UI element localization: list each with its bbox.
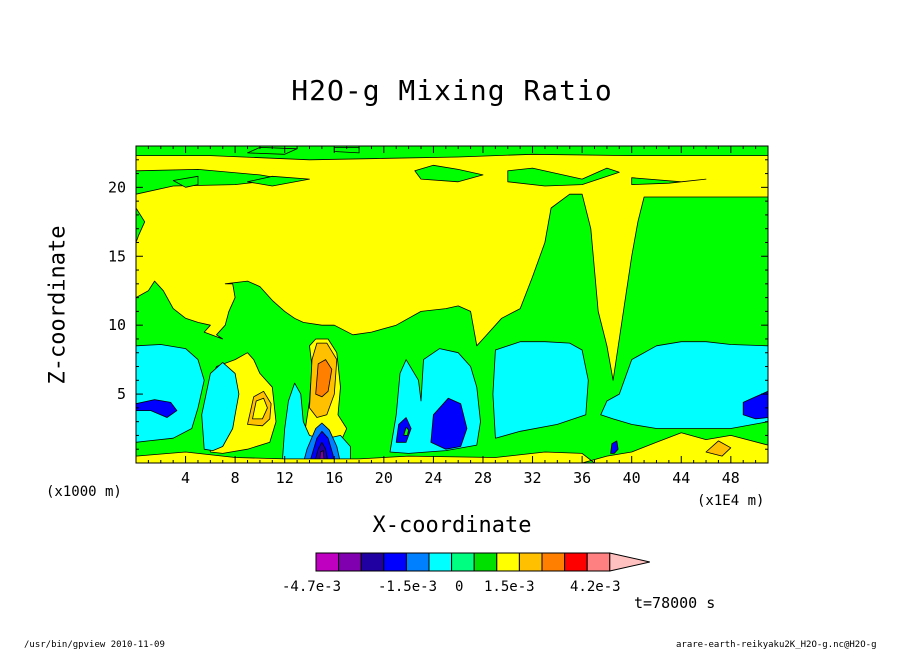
contour-region-29 bbox=[600, 341, 768, 429]
y-tick-label: 10 bbox=[108, 316, 126, 334]
colorbar-label: 0 bbox=[455, 579, 463, 595]
contour-region-31 bbox=[742, 390, 768, 420]
contour-region-26 bbox=[430, 397, 468, 450]
x-axis-label: X-coordinate bbox=[372, 513, 532, 538]
x-tick-label: 4 bbox=[181, 469, 190, 487]
y-axis-label: Z-coordinate bbox=[45, 225, 71, 385]
contour-region-7 bbox=[507, 167, 620, 187]
footer-source-file: arare-earth-reikyaku2K_H2O-g.nc@H2O-g bbox=[676, 640, 877, 650]
colorbar-segment bbox=[518, 552, 543, 572]
colorbar-segment bbox=[428, 552, 453, 572]
contour-regions bbox=[136, 146, 768, 463]
colorbar-extend-arrow bbox=[609, 552, 650, 572]
x-tick-label: 32 bbox=[524, 469, 542, 487]
contour-region-32 bbox=[610, 440, 619, 454]
footer-program-date: /usr/bin/gpview 2010-11-09 bbox=[24, 640, 165, 650]
colorbar-label: -4.7e-3 bbox=[282, 579, 341, 595]
contour-region-28 bbox=[492, 341, 589, 439]
x-tick-label: 40 bbox=[623, 469, 641, 487]
contour-region-8 bbox=[631, 177, 707, 186]
x-tick-label: 44 bbox=[672, 469, 690, 487]
colorbar-segment bbox=[473, 552, 498, 572]
x-tick-label: 36 bbox=[573, 469, 591, 487]
x-tick-label: 16 bbox=[325, 469, 343, 487]
contour-region-25 bbox=[395, 417, 412, 443]
colorbar-segment bbox=[451, 552, 475, 572]
contour-region-2 bbox=[247, 175, 310, 187]
contour-region-9 bbox=[136, 207, 146, 243]
colorbar-label: 4.2e-3 bbox=[570, 579, 621, 595]
y-tick-label: 15 bbox=[108, 247, 126, 265]
contour-region-34 bbox=[705, 440, 732, 457]
colorbar-segment bbox=[315, 552, 340, 572]
colorbar-segment bbox=[360, 552, 385, 572]
colorbar-segment bbox=[496, 552, 520, 572]
contour-region-15 bbox=[252, 397, 268, 420]
colorbar-label: 1.5e-3 bbox=[484, 579, 535, 595]
contour-region-33 bbox=[136, 432, 768, 463]
colorbar-label: -1.5e-3 bbox=[378, 579, 437, 595]
colorbar-segment bbox=[405, 552, 430, 572]
time-label: t=78000 s bbox=[634, 594, 716, 612]
x-axis-unit-right: (x1E4 m) bbox=[697, 493, 765, 509]
x-tick-label: 8 bbox=[231, 469, 240, 487]
x-tick-label: 24 bbox=[424, 469, 442, 487]
contour-region-11 bbox=[136, 344, 205, 443]
contour-region-18 bbox=[315, 359, 333, 398]
colorbar-segment bbox=[564, 552, 588, 572]
contour-region-30 bbox=[136, 399, 178, 418]
x-tick-label: 20 bbox=[375, 469, 393, 487]
x-tick-label: 28 bbox=[474, 469, 492, 487]
contour-region-6 bbox=[414, 164, 484, 183]
x-axis-unit-left: (x1000 m) bbox=[46, 484, 122, 500]
chart-title: H2O-g Mixing Ratio bbox=[291, 74, 613, 107]
colorbar-segment bbox=[586, 552, 611, 572]
x-tick-label: 48 bbox=[722, 469, 740, 487]
contour-region-3 bbox=[172, 175, 199, 188]
contour-region-13 bbox=[201, 361, 240, 452]
colorbar: -4.7e-3 -1.5e-3 0 1.5e-3 4.2e-3 bbox=[282, 552, 650, 595]
y-tick-label: 20 bbox=[108, 178, 126, 196]
colorbar-segment bbox=[541, 552, 566, 572]
y-tick-label: 5 bbox=[117, 385, 126, 403]
colorbar-segment bbox=[383, 552, 407, 572]
colorbar-segment bbox=[338, 552, 362, 572]
plot-frame bbox=[135, 145, 769, 464]
contour-region-27 bbox=[403, 426, 410, 436]
x-tick-label: 12 bbox=[276, 469, 294, 487]
